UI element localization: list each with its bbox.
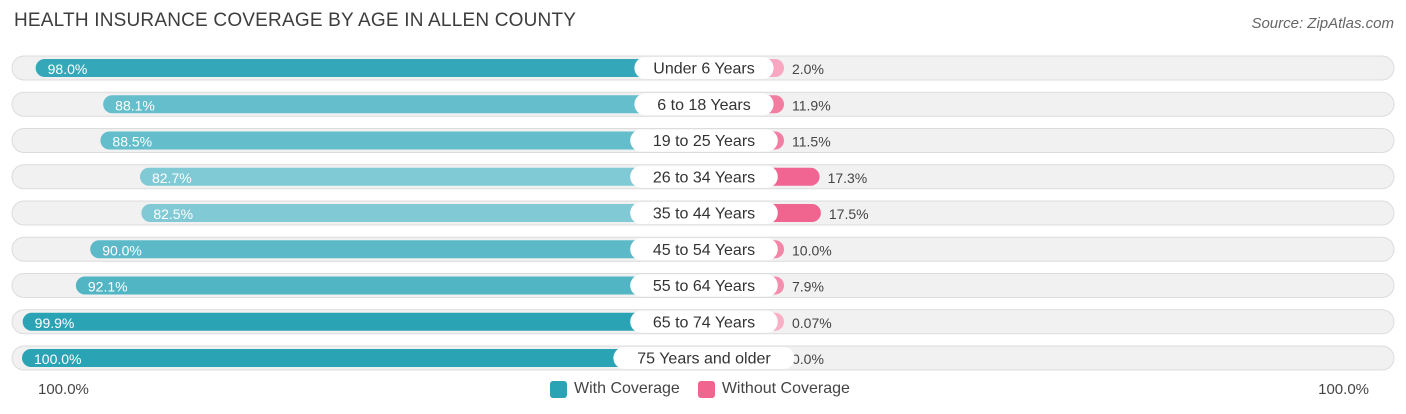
legend-label-with-coverage: With Coverage — [574, 380, 680, 397]
legend-swatch-without-coverage — [697, 380, 715, 398]
value-label-with-coverage: 98.0% — [48, 61, 88, 77]
bar-with-coverage[interactable] — [22, 312, 704, 331]
category-label: 75 Years and older — [637, 351, 771, 368]
category-label: 35 to 44 Years — [653, 206, 755, 223]
value-label-with-coverage: 100.0% — [34, 351, 81, 367]
category-pill — [630, 238, 778, 261]
category-pill — [613, 347, 795, 369]
bar-with-coverage[interactable] — [75, 276, 705, 295]
value-label-without-coverage: 11.9% — [792, 97, 831, 113]
category-pill — [630, 274, 778, 297]
value-label-without-coverage: 0.07% — [792, 315, 832, 331]
chart-canvas: 98.0% 2.0% Under 6 Years 88.1% 11.9% 6 to 18 … — [11, 55, 1395, 371]
value-label-with-coverage: 82.5% — [153, 206, 193, 222]
category-label: 6 to 18 Years — [657, 97, 750, 114]
bar-with-coverage[interactable] — [141, 204, 705, 222]
category-pill — [634, 93, 774, 116]
legend-item-with-coverage[interactable]: With Coverage — [550, 380, 680, 398]
category-label: 55 to 64 Years — [653, 278, 755, 295]
bar-with-coverage[interactable] — [90, 240, 704, 259]
category-label: 19 to 25 Years — [653, 133, 755, 150]
category-pill — [630, 129, 778, 152]
chart-title: HEALTH INSURANCE COVERAGE BY AGE IN ALLE… — [14, 10, 577, 31]
legend-swatch-with-coverage — [550, 380, 567, 398]
value-label-with-coverage: 99.9% — [35, 315, 75, 331]
category-pill — [634, 57, 774, 79]
category-label: Under 6 Years — [653, 61, 754, 78]
value-label-without-coverage: 0.0% — [792, 351, 824, 367]
value-label-without-coverage: 11.5% — [792, 134, 831, 150]
category-pill — [630, 165, 778, 188]
bar-with-coverage[interactable] — [35, 59, 704, 77]
bar-with-coverage[interactable] — [100, 131, 705, 150]
bar-with-coverage[interactable] — [139, 167, 705, 186]
axis-right-label: 100.0% — [1318, 381, 1369, 398]
value-label-with-coverage: 90.0% — [102, 242, 142, 258]
category-label: 65 to 74 Years — [653, 314, 755, 331]
source-label: Source: ZipAtlas.com — [1251, 15, 1394, 32]
value-label-without-coverage: 7.9% — [792, 279, 824, 295]
value-label-without-coverage: 17.5% — [829, 206, 869, 222]
category-pill — [630, 310, 778, 333]
legend: With Coverage Without Coverage — [550, 380, 868, 398]
value-label-with-coverage: 92.1% — [88, 279, 128, 295]
category-pill — [630, 202, 778, 224]
bar-with-coverage[interactable] — [22, 349, 704, 367]
bar-with-coverage[interactable] — [103, 95, 704, 114]
category-label: 45 to 54 Years — [653, 242, 755, 259]
value-label-with-coverage: 88.5% — [112, 134, 152, 150]
axis-left-label: 100.0% — [38, 381, 89, 398]
value-label-without-coverage: 2.0% — [792, 61, 824, 77]
value-label-with-coverage: 82.7% — [152, 170, 192, 186]
category-label: 26 to 34 Years — [653, 169, 755, 186]
legend-label-without-coverage: Without Coverage — [721, 380, 850, 397]
legend-item-without-coverage[interactable]: Without Coverage — [697, 380, 850, 398]
value-label-without-coverage: 10.0% — [792, 242, 832, 258]
value-label-with-coverage: 88.1% — [115, 97, 155, 113]
value-label-without-coverage: 17.3% — [828, 170, 868, 186]
